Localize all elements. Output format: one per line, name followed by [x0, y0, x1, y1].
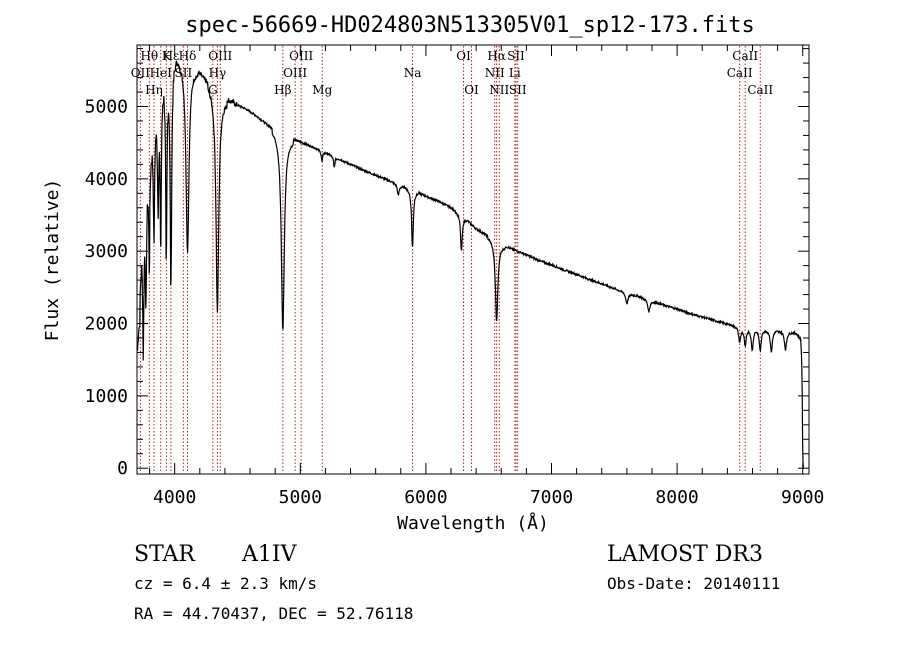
line-marker-lines	[139, 46, 761, 473]
marker-label: CaII	[732, 49, 758, 63]
marker-label: SII	[509, 83, 527, 97]
marker-label: CaII	[747, 83, 773, 97]
x-tick-label: 7000	[530, 487, 573, 508]
marker-label: OI	[456, 49, 471, 63]
marker-label: G	[208, 83, 218, 97]
observation-date: Obs-Date: 20140111	[607, 574, 780, 593]
marker-label: Hδ	[179, 49, 197, 63]
marker-label: Na	[404, 66, 422, 80]
marker-label: OI	[464, 83, 479, 97]
plot-frame	[136, 44, 810, 475]
axis-ticks	[137, 45, 809, 474]
chart-title: spec-56669-HD024803N513305V01_sp12-173.f…	[185, 13, 755, 38]
y-tick-label: 4000	[85, 169, 128, 190]
marker-label: OIII	[283, 66, 307, 80]
marker-label: Hβ	[274, 83, 291, 97]
y-tick-labels: 0 1000 2000 3000 4000 5000	[85, 96, 128, 479]
x-tick-labels: 4000 5000 6000 7000 8000 9000	[153, 487, 824, 508]
marker-label: Mg	[312, 83, 332, 97]
object-type: STAR	[134, 542, 196, 567]
marker-label: Hθ	[140, 49, 158, 63]
x-tick-label: 6000	[404, 487, 447, 508]
marker-label: HeI	[150, 66, 173, 80]
marker-label: Hγ	[209, 66, 227, 80]
marker-label: Hα	[487, 49, 506, 63]
redshift-text: cz = 6.4 ± 2.3 km/s	[134, 574, 317, 593]
y-tick-label: 5000	[85, 96, 128, 117]
spectrum-layer	[136, 60, 804, 469]
marker-label: NII	[485, 66, 505, 80]
marker-label: NII	[489, 83, 509, 97]
survey-name: LAMOST DR3	[607, 542, 763, 567]
y-tick-label: 2000	[85, 314, 128, 335]
y-tick-label: 3000	[85, 241, 128, 262]
marker-label: CaII	[727, 66, 753, 80]
marker-label: OII	[131, 66, 151, 80]
y-tick-label: 1000	[85, 386, 128, 407]
x-tick-label: 9000	[781, 487, 824, 508]
x-tick-label: 5000	[279, 487, 322, 508]
spectrum-line	[136, 60, 804, 469]
marker-label: OIII	[208, 49, 232, 63]
coordinates-text: RA = 44.70437, DEC = 52.76118	[134, 604, 413, 623]
marker-label: K	[162, 49, 172, 63]
marker-label: OIII	[289, 49, 313, 63]
x-axis-label: Wavelength (Å)	[397, 512, 549, 534]
y-tick-label: 0	[117, 458, 128, 479]
marker-label: Li	[509, 66, 521, 80]
y-axis-label: Flux (relative)	[42, 179, 63, 342]
x-tick-label: 8000	[655, 487, 698, 508]
marker-label: SII	[507, 49, 525, 63]
marker-label: SII	[174, 66, 192, 80]
spectral-subclass: A1IV	[241, 542, 298, 567]
marker-label: Hη	[145, 83, 163, 97]
x-tick-label: 4000	[153, 487, 196, 508]
